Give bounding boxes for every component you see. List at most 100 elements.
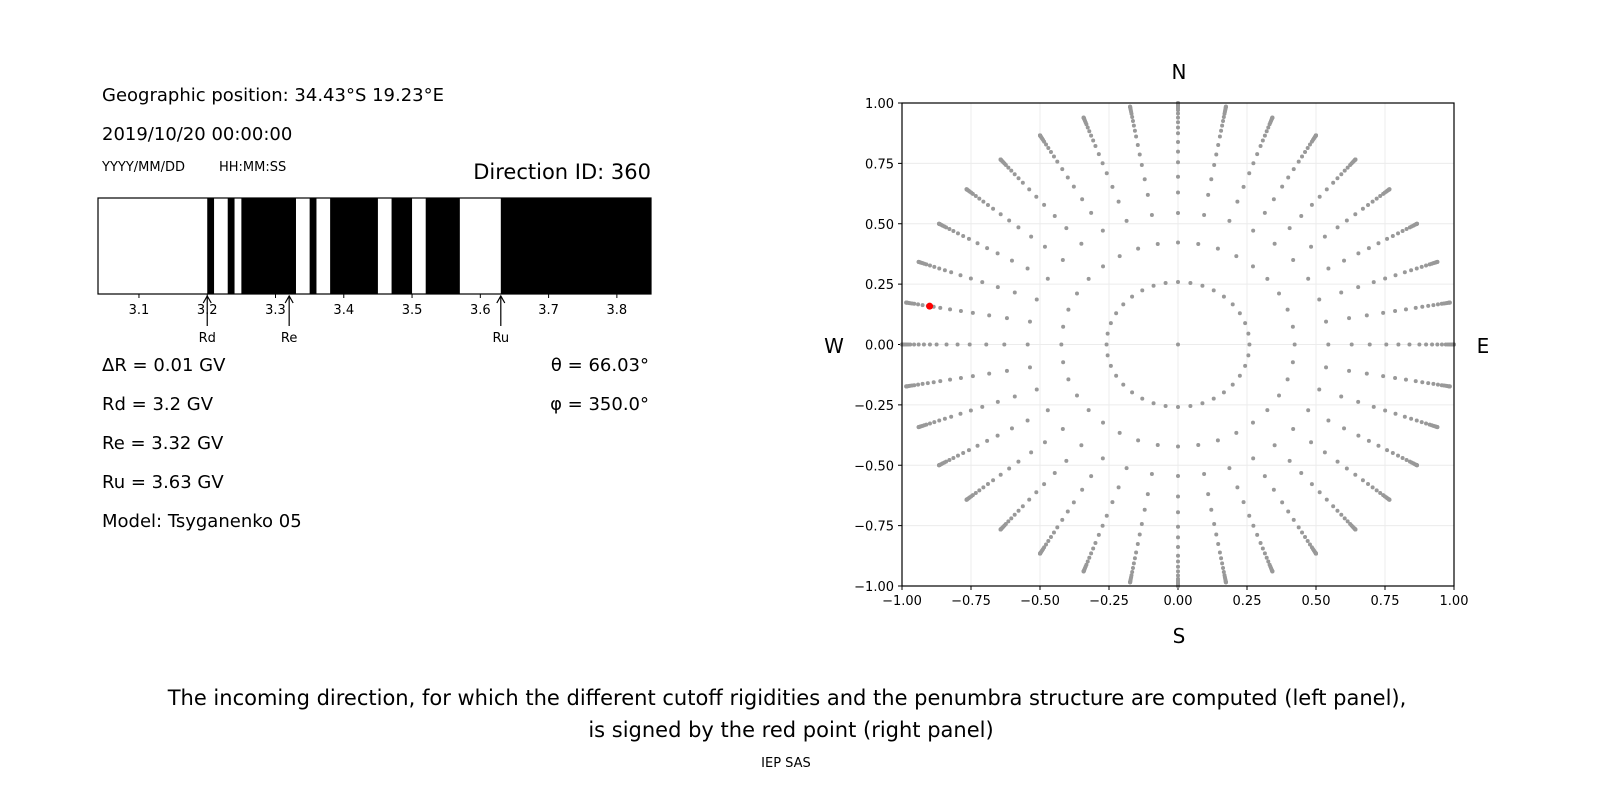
- x-tick-label: 3.8: [607, 303, 628, 318]
- grid-point: [1176, 190, 1180, 195]
- grid-point: [1314, 551, 1318, 556]
- grid-point: [1206, 492, 1211, 497]
- grid-point: [1419, 264, 1424, 269]
- grid-point: [944, 342, 949, 347]
- grid-point: [1108, 321, 1113, 326]
- grid-point: [1241, 184, 1246, 189]
- grid-point: [1176, 535, 1180, 540]
- grid-point: [1176, 210, 1180, 215]
- grid-point: [1366, 202, 1371, 207]
- grid-point: [1287, 458, 1292, 463]
- grid-point: [1378, 490, 1383, 495]
- grid-point: [964, 187, 969, 192]
- grid-point: [1038, 133, 1042, 138]
- grid-point: [995, 399, 1000, 404]
- grid-point: [1202, 472, 1207, 477]
- x-tick-label: −1.00: [882, 594, 922, 609]
- grid-point: [1061, 324, 1066, 329]
- grid-point: [1176, 559, 1180, 564]
- grid-point: [1299, 213, 1304, 218]
- grid-point: [1237, 311, 1242, 316]
- grid-point: [1290, 324, 1295, 329]
- grid-point: [1012, 290, 1017, 295]
- grid-point: [1265, 408, 1270, 413]
- grid-point: [1420, 304, 1425, 309]
- grid-point: [1061, 360, 1066, 365]
- grid-point: [1081, 115, 1086, 120]
- grid-point: [1045, 408, 1050, 413]
- grid-point: [1383, 276, 1388, 281]
- grid-point: [1402, 270, 1407, 275]
- grid-point: [1100, 523, 1105, 528]
- grid-point: [1136, 246, 1141, 251]
- grid-point: [1366, 438, 1371, 443]
- grid-point: [1117, 254, 1122, 259]
- grid-point: [964, 497, 969, 502]
- grid-point: [966, 448, 971, 453]
- grid-point: [1091, 138, 1096, 143]
- grid-point: [1202, 212, 1207, 217]
- grid-point: [934, 342, 939, 347]
- grid-point: [1196, 443, 1201, 448]
- grid-point: [1376, 443, 1381, 448]
- arrow-head-icon: [496, 294, 506, 304]
- grid-point: [1435, 342, 1440, 347]
- grid-point: [1220, 561, 1225, 566]
- grid-point: [1142, 507, 1147, 512]
- x-tick-label: 0.50: [1302, 594, 1331, 609]
- grid-point: [1176, 111, 1180, 116]
- grid-point: [1241, 500, 1246, 505]
- grid-point: [1255, 532, 1260, 537]
- grid-point: [1135, 143, 1140, 148]
- grid-point: [970, 310, 975, 315]
- grid-point: [1230, 382, 1235, 387]
- grid-point: [1262, 551, 1267, 556]
- grid-point: [1415, 221, 1420, 226]
- grid-point: [981, 485, 986, 490]
- grid-point: [1251, 228, 1256, 233]
- grid-point: [1371, 404, 1376, 409]
- allowed-band: [214, 198, 228, 294]
- grid-point: [1366, 246, 1371, 251]
- grid-point: [1322, 234, 1327, 239]
- grid-point: [1124, 218, 1129, 223]
- grid-point: [1016, 225, 1021, 230]
- grid-point: [1221, 569, 1226, 574]
- grid-point: [1306, 276, 1311, 281]
- grid-point: [1085, 125, 1090, 130]
- grid-point: [1012, 394, 1017, 399]
- grid-point: [1046, 539, 1051, 544]
- grid-point: [1447, 300, 1452, 305]
- y-tick-label: 1.00: [865, 97, 894, 112]
- grid-point: [1387, 497, 1392, 502]
- grid-point: [1335, 176, 1340, 181]
- grid-point: [1270, 569, 1275, 574]
- grid-point: [1214, 532, 1219, 537]
- grid-point: [1085, 559, 1090, 564]
- grid-point: [1246, 353, 1251, 358]
- grid-point: [1219, 128, 1224, 133]
- grid-point: [1342, 168, 1347, 173]
- grid-point: [1042, 440, 1047, 445]
- grid-point: [1176, 405, 1180, 410]
- grid-point: [1130, 569, 1135, 574]
- grid-point: [1176, 553, 1180, 558]
- grid-point: [1243, 321, 1248, 326]
- grid-point: [955, 342, 960, 347]
- grid-point: [1307, 542, 1312, 547]
- grid-point: [1176, 139, 1180, 144]
- grid-point: [1074, 393, 1079, 398]
- grid-point: [968, 276, 973, 281]
- grid-point: [1360, 478, 1365, 483]
- grid-point: [1140, 288, 1145, 293]
- grid-point: [1227, 218, 1232, 223]
- grid-point: [1306, 408, 1311, 413]
- grid-point: [1065, 175, 1070, 180]
- grid-point: [1387, 187, 1392, 192]
- grid-point: [998, 212, 1003, 217]
- grid-point: [1087, 555, 1092, 560]
- grid-point: [1096, 532, 1101, 537]
- grid-point: [1217, 550, 1222, 555]
- grid-point: [1110, 500, 1115, 505]
- geo-position: Geographic position: 34.43°S 19.23°E: [102, 85, 445, 106]
